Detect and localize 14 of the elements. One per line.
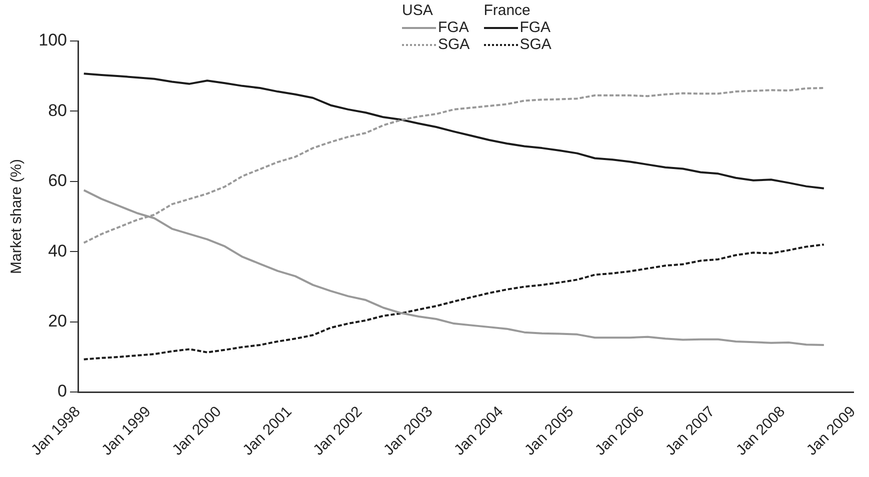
y-tick-label: 60 [48, 171, 67, 190]
legend-label: FGA [438, 19, 469, 36]
legend-label: SGA [438, 36, 470, 53]
text: USA [402, 2, 434, 19]
y-tick-label: 0 [58, 382, 67, 401]
line-series [82, 244, 825, 360]
text: France [484, 2, 532, 19]
y-tick-label: 40 [48, 241, 67, 260]
y-tick-label: 80 [48, 100, 67, 120]
y-tick-label: 20 [48, 311, 67, 330]
legend-label: FGA [520, 19, 551, 36]
y-axis-title: Market share (%) [8, 158, 26, 274]
legend-label: SGA [520, 36, 552, 53]
y-tick-label: 100 [38, 30, 67, 50]
